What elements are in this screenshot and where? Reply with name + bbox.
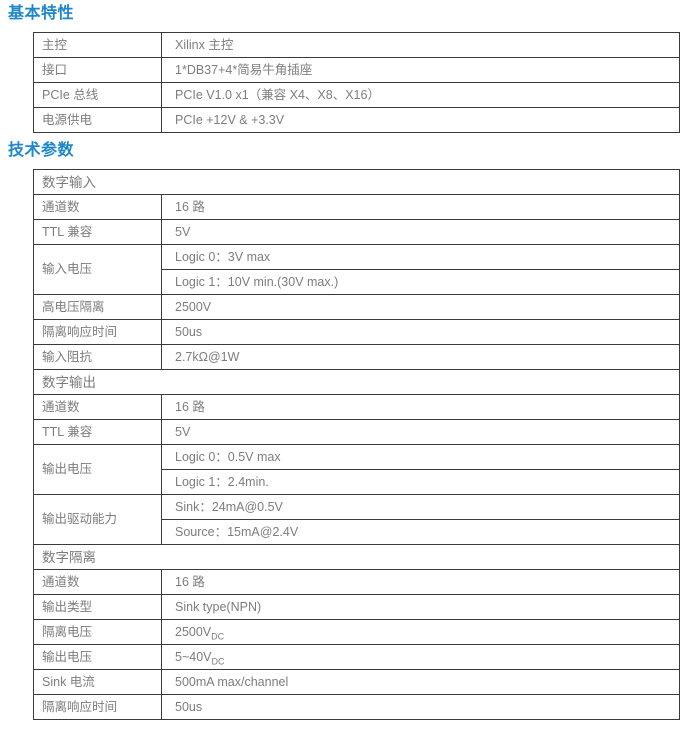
group-header-label: 数字输出 [33,369,680,395]
row-value: 16 路 [161,569,680,595]
table-row: 输出驱动能力 Sink：24mA@0.5V [33,494,680,545]
row-label: 输出类型 [33,594,162,620]
row-label: 接口 [33,57,162,83]
group-header-label: 数字输入 [33,169,680,195]
row-label: 主控 [33,32,162,58]
table-row: 通道数 16 路 [33,194,680,220]
basic-specs-table: 主控 Xilinx 主控 接口 1*DB37+4*简易牛角插座 PCIe 总线 … [33,32,680,133]
row-value: 5V [161,219,680,245]
table-row: TTL 兼容 5V [33,219,680,245]
table-row: 接口 1*DB37+4*简易牛角插座 [33,57,680,83]
row-label: TTL 兼容 [33,419,162,445]
row-value: Logic 1：10V min.(30V max.) [161,269,680,295]
row-value: Logic 0：0.5V max [161,444,680,470]
row-label: 输出电压 [33,444,162,495]
table-row: Logic 1：10V min.(30V max.) [34,269,680,295]
row-value: Source：15mA@2.4V [161,519,680,545]
row-value: 50us [161,319,680,345]
row-label: 输出电压 [33,644,162,670]
section-title-basic: 基本特性 [8,5,75,22]
row-value: 5V [161,419,680,445]
table-row: Sink 电流 500mA max/channel [33,669,680,695]
table-row: 输出电压 Logic 0：0.5V max [33,444,680,495]
row-value: 16 路 [161,194,680,220]
value-text: 5~40V [175,649,212,664]
table-row: 主控 Xilinx 主控 [33,32,680,58]
table-row: 高电压隔离 2500V [33,294,680,320]
row-value: 500mA max/channel [161,669,680,695]
row-value: PCIe +12V & +3.3V [161,107,680,133]
row-label: 通道数 [33,194,162,220]
row-label: 隔离响应时间 [33,694,162,720]
row-value: 50us [161,694,680,720]
table-row: 通道数 16 路 [33,569,680,595]
group-header-row-digital-isolation: 数字隔离 [33,544,680,570]
row-label: 输出驱动能力 [33,494,162,545]
row-value: PCIe V1.0 x1（兼容 X4、X8、X16） [161,82,680,108]
table-row: 输入电压 Logic 0：3V max [33,244,680,295]
table-row: 隔离响应时间 50us [33,694,680,720]
group-header-row-digital-input: 数字输入 [33,169,680,195]
table-row: 电源供电 PCIe +12V & +3.3V [33,107,680,133]
table-row: 通道数 16 路 [33,394,680,420]
row-label: Sink 电流 [33,669,162,695]
table-row: TTL 兼容 5V [33,419,680,445]
table-row: PCIe 总线 PCIe V1.0 x1（兼容 X4、X8、X16） [33,82,680,108]
row-value: 5~40VDC [161,644,680,670]
value-subscript: DC [211,631,225,641]
row-label: 输入阻抗 [33,344,162,370]
row-label: 通道数 [33,569,162,595]
row-label: PCIe 总线 [33,82,162,108]
row-value: Sink type(NPN) [161,594,680,620]
row-label: TTL 兼容 [33,219,162,245]
row-value: 1*DB37+4*简易牛角插座 [161,57,680,83]
value-subscript: DC [211,656,225,666]
row-label: 电源供电 [33,107,162,133]
group-header-label: 数字隔离 [33,544,680,570]
row-label: 隔离响应时间 [33,319,162,345]
section-title-tech: 技术参数 [8,142,75,159]
row-value: Logic 0：3V max [161,244,680,270]
table-row: 输入阻抗 2.7kΩ@1W [33,344,680,370]
table-row: 隔离电压 2500VDC [33,619,680,645]
value-text: 2500V [175,624,212,639]
row-label: 隔离电压 [33,619,162,645]
row-value: 16 路 [161,394,680,420]
row-label: 输入电压 [33,244,162,295]
row-value: 2500VDC [161,619,680,645]
table-row: 输出电压 5~40VDC [33,644,680,670]
group-header-row-digital-output: 数字输出 [33,369,680,395]
row-value: Logic 1：2.4min. [161,469,680,495]
row-value: Sink：24mA@0.5V [161,494,680,520]
row-value: Xilinx 主控 [161,32,680,58]
tech-params-table: 数字输入 通道数 16 路 TTL 兼容 5V 输入电压 Logic 0：3V … [33,169,680,720]
row-label: 通道数 [33,394,162,420]
row-value: 2.7kΩ@1W [161,344,680,370]
table-row: Logic 1：2.4min. [34,469,680,495]
row-value: 2500V [161,294,680,320]
table-row: 隔离响应时间 50us [33,319,680,345]
row-label: 高电压隔离 [33,294,162,320]
table-row: 输出类型 Sink type(NPN) [33,594,680,620]
